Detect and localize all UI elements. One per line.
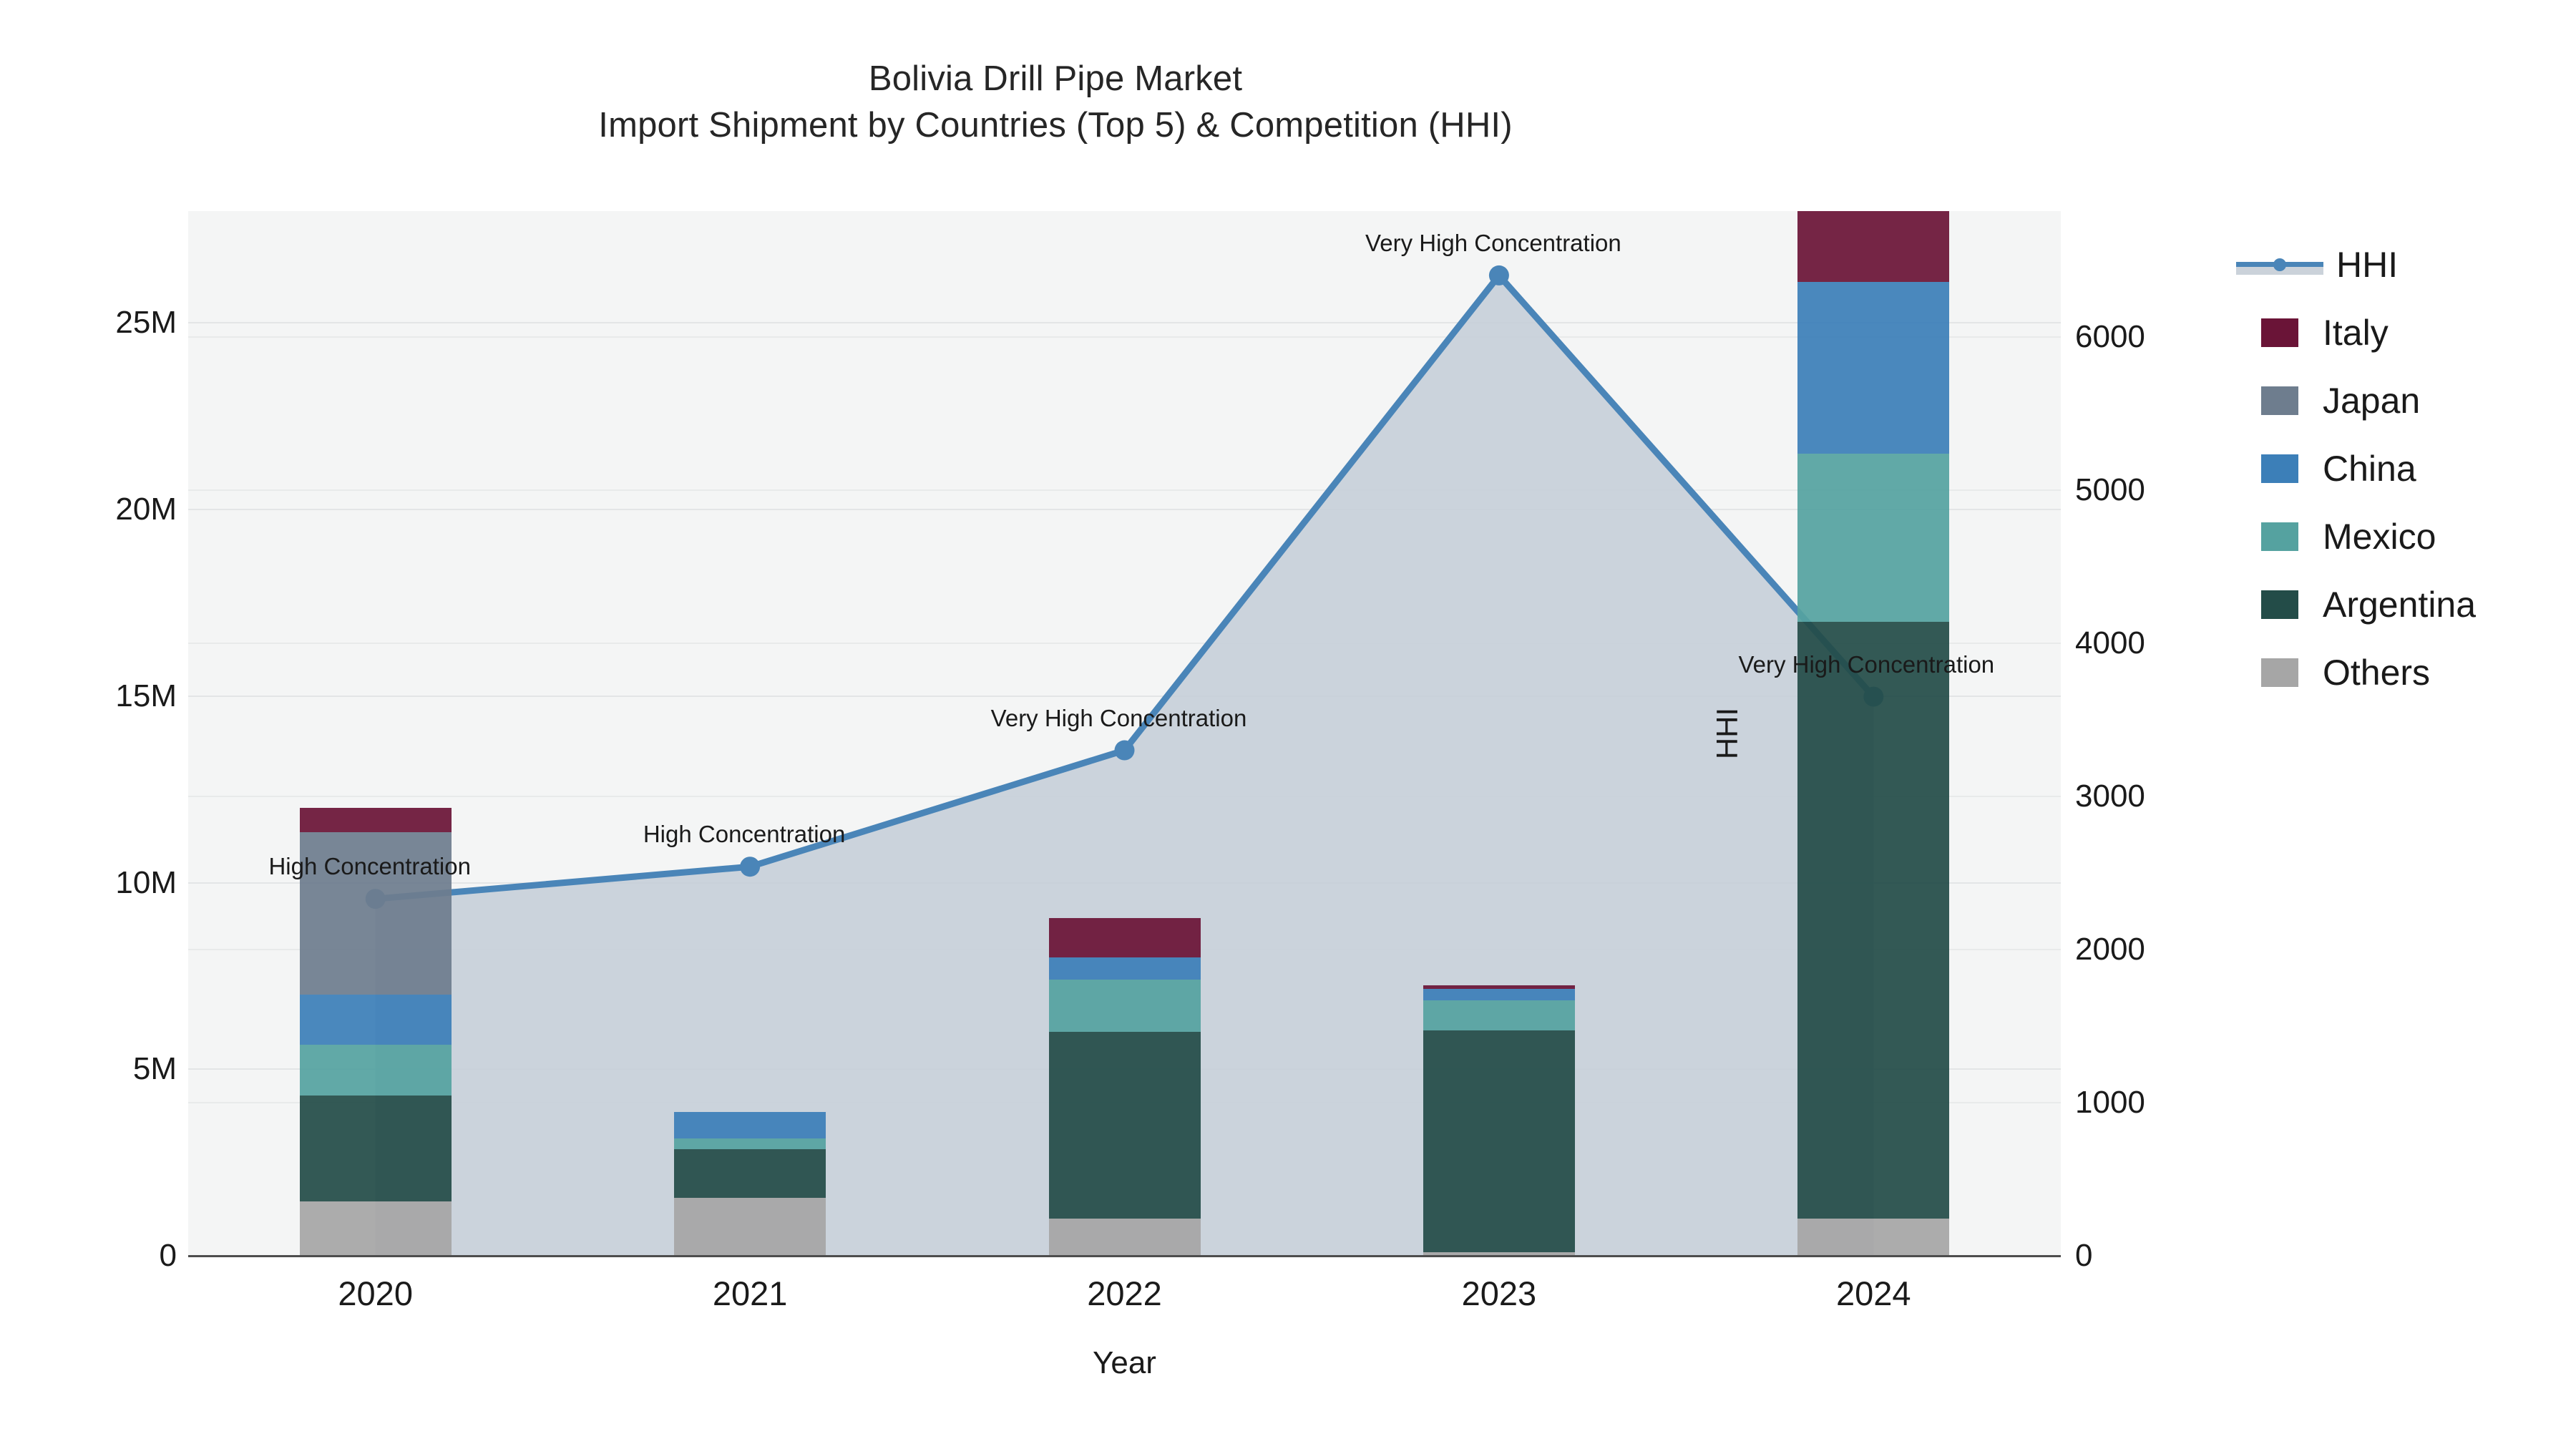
bar-segment-argentina-2024[interactable] bbox=[1797, 621, 1950, 1219]
bar-segment-china-2020[interactable] bbox=[299, 995, 452, 1045]
legend-swatch-italy bbox=[2261, 318, 2298, 347]
legend-item-china[interactable]: China bbox=[2261, 434, 2569, 502]
plot-area bbox=[188, 211, 2061, 1256]
legend-label-hhi: HHI bbox=[2336, 244, 2399, 285]
legend-swatch-mexico bbox=[2261, 522, 2298, 551]
bar-segment-argentina-2020[interactable] bbox=[299, 1095, 452, 1202]
chart-subtitle: Import Shipment by Countries (Top 5) & C… bbox=[598, 105, 1513, 145]
hhi-annotation-2022: Very High Concentration bbox=[990, 704, 1247, 731]
bar-segment-china-2023[interactable] bbox=[1423, 989, 1575, 1000]
legend-label-mexico: Mexico bbox=[2323, 516, 2436, 557]
y-axis-left-title-holder: TRADE VALUE (US$) bbox=[29, 211, 72, 1256]
bar-group-2024[interactable] bbox=[1797, 211, 1950, 1256]
bar-segment-others-2021[interactable] bbox=[674, 1198, 826, 1256]
legend-item-mexico[interactable]: Mexico bbox=[2261, 502, 2569, 570]
legend-item-japan[interactable]: Japan bbox=[2261, 366, 2569, 434]
y-tick-right-1000: 1000 bbox=[2075, 1084, 2145, 1120]
y-tick-left-15M: 15M bbox=[115, 678, 177, 713]
bar-segment-italy-2022[interactable] bbox=[1048, 918, 1201, 957]
bar-segment-china-2024[interactable] bbox=[1797, 282, 1950, 454]
bar-group-2023[interactable] bbox=[1423, 211, 1575, 1256]
legend-swatch-argentina bbox=[2261, 590, 2298, 619]
y-tick-right-3000: 3000 bbox=[2075, 778, 2145, 814]
bar-segment-argentina-2023[interactable] bbox=[1423, 1030, 1575, 1252]
bar-group-2022[interactable] bbox=[1048, 211, 1201, 1256]
hhi-annotation-2024: Very High Concentration bbox=[1738, 650, 1995, 678]
legend-item-argentina[interactable]: Argentina bbox=[2261, 570, 2569, 638]
x-tick-2024: 2024 bbox=[1836, 1274, 1911, 1312]
bar-segment-italy-2024[interactable] bbox=[1797, 211, 1950, 283]
legend-swatch-others bbox=[2261, 658, 2298, 687]
legend-label-argentina: Argentina bbox=[2323, 584, 2477, 625]
x-axis-spine bbox=[188, 1255, 2061, 1257]
x-tick-2023: 2023 bbox=[1461, 1274, 1537, 1312]
bar-segment-mexico-2024[interactable] bbox=[1797, 453, 1950, 622]
chart-title-block: Bolivia Drill Pipe Market Import Shipmen… bbox=[0, 56, 2111, 148]
bar-group-2020[interactable] bbox=[299, 211, 452, 1256]
hhi-annotation-2021: High Concentration bbox=[643, 821, 846, 848]
legend-label-japan: Japan bbox=[2323, 380, 2421, 421]
legend-item-italy[interactable]: Italy bbox=[2261, 298, 2569, 366]
bar-segment-italy-2023[interactable] bbox=[1423, 985, 1575, 990]
chart-title: Bolivia Drill Pipe Market bbox=[868, 59, 1243, 98]
bar-segment-japan-2020[interactable] bbox=[299, 832, 452, 995]
bar-segment-china-2021[interactable] bbox=[674, 1112, 826, 1138]
chart-legend: HHI Italy Japan China Mexico Argentina Others bbox=[2236, 230, 2569, 706]
y-tick-left-5M: 5M bbox=[132, 1051, 177, 1087]
bar-segment-mexico-2020[interactable] bbox=[299, 1045, 452, 1096]
legend-label-others: Others bbox=[2323, 652, 2431, 693]
legend-label-italy: Italy bbox=[2323, 312, 2389, 353]
legend-label-china: China bbox=[2323, 448, 2416, 489]
hhi-annotation-2023: Very High Concentration bbox=[1365, 229, 1621, 256]
y-tick-left-0: 0 bbox=[159, 1238, 177, 1273]
y-tick-left-25M: 25M bbox=[115, 305, 177, 341]
x-tick-2020: 2020 bbox=[338, 1274, 413, 1312]
legend-swatch-china bbox=[2261, 454, 2298, 483]
bar-segment-china-2022[interactable] bbox=[1048, 957, 1201, 980]
y-tick-left-20M: 20M bbox=[115, 492, 177, 527]
bar-segment-argentina-2021[interactable] bbox=[674, 1149, 826, 1199]
bar-segment-argentina-2022[interactable] bbox=[1048, 1032, 1201, 1219]
bar-segment-italy-2020[interactable] bbox=[299, 808, 452, 833]
y-tick-left-10M: 10M bbox=[115, 864, 177, 900]
bar-segment-others-2024[interactable] bbox=[1797, 1218, 1950, 1256]
x-axis-title: Year bbox=[1093, 1345, 1156, 1380]
y-tick-right-4000: 4000 bbox=[2075, 625, 2145, 660]
y-tick-right-2000: 2000 bbox=[2075, 931, 2145, 967]
legend-item-hhi[interactable]: HHI bbox=[2236, 230, 2569, 298]
bar-segment-others-2020[interactable] bbox=[299, 1201, 452, 1256]
hhi-annotation-2020: High Concentration bbox=[268, 853, 471, 880]
y-axis-right-title-holder: HHI bbox=[1710, 211, 2254, 1256]
bar-segment-others-2022[interactable] bbox=[1048, 1218, 1201, 1256]
bar-segment-mexico-2023[interactable] bbox=[1423, 1000, 1575, 1030]
bar-segment-others-2023[interactable] bbox=[1423, 1252, 1575, 1256]
y-axis-right-title: HHI bbox=[1710, 707, 1744, 760]
y-tick-right-6000: 6000 bbox=[2075, 318, 2145, 354]
x-tick-2022: 2022 bbox=[1087, 1274, 1162, 1312]
x-tick-2021: 2021 bbox=[712, 1274, 788, 1312]
bar-group-2021[interactable] bbox=[674, 211, 826, 1256]
bar-segment-mexico-2022[interactable] bbox=[1048, 980, 1201, 1033]
y-tick-right-5000: 5000 bbox=[2075, 472, 2145, 507]
legend-swatch-japan bbox=[2261, 386, 2298, 415]
y-tick-right-0: 0 bbox=[2075, 1238, 2093, 1273]
legend-line-icon bbox=[2236, 250, 2323, 279]
legend-item-others[interactable]: Others bbox=[2261, 638, 2569, 706]
bar-segment-mexico-2021[interactable] bbox=[674, 1138, 826, 1150]
